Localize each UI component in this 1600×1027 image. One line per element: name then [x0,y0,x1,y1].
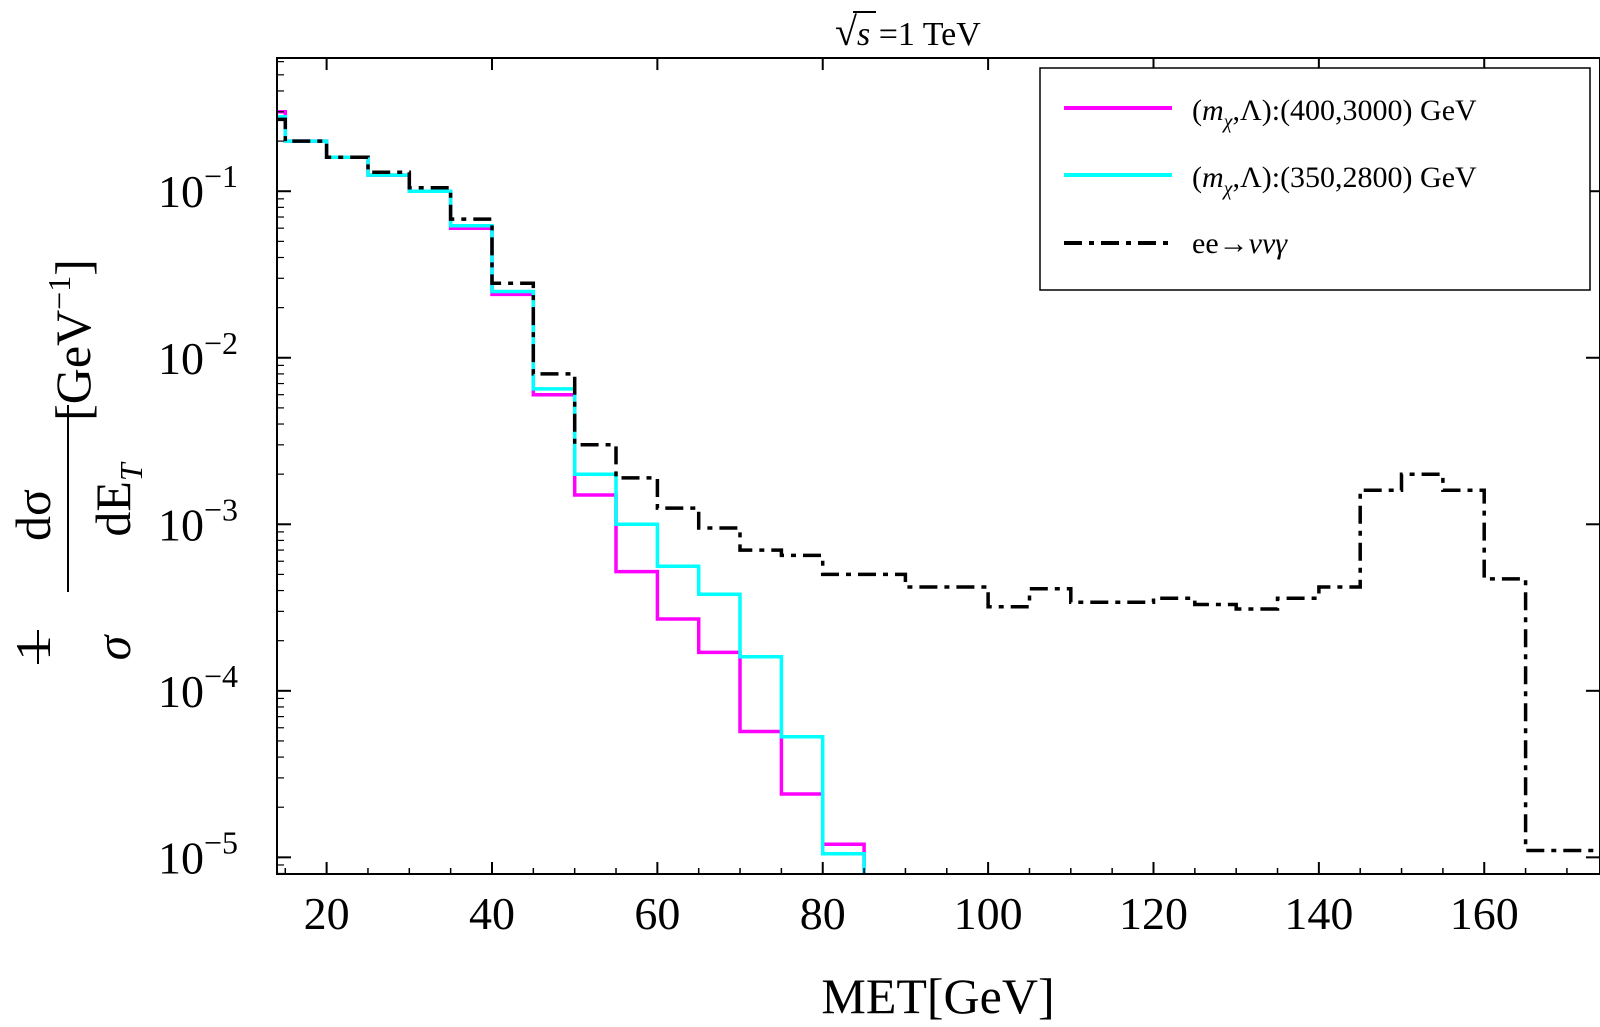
legend-label-0: (mχ,Λ):(400,3000) GeV [1192,94,1477,133]
series-1-line [277,115,866,874]
y-title-dsigma: dσ [5,489,61,541]
chart-title: √s =1 TeV [835,9,981,54]
y-title-sigma: σ [85,633,141,660]
y-axis: 10−1 10−2 10−3 10−4 10−5 [158,61,1600,883]
y-title-unit: [GeV−1] [41,259,101,421]
x-tick-label-2: 60 [634,888,680,939]
x-tick-label-0: 20 [304,888,350,939]
x-tick-label-6: 140 [1284,888,1353,939]
x-tick-label-1: 40 [469,888,515,939]
legend: (mχ,Λ):(400,3000) GeV (mχ,Λ):(350,2800) … [1039,67,1591,291]
y-tick-label-0: 10−1 [158,158,238,217]
x-axis-title: MET[GeV] [821,968,1054,1024]
x-tick-label-4: 100 [954,888,1023,939]
legend-label-2: ee→ννγ [1192,227,1288,260]
legend-label-1: (mχ,Λ):(350,2800) GeV [1192,161,1477,200]
legend-box [1039,67,1591,291]
x-axis: 20 40 60 80 100 120 140 160 [284,58,1568,939]
series-2-line [277,117,1600,853]
y-tick-label-3: 10−4 [158,658,238,717]
y-axis-title: 1 σ dσ dET [GeV−1] [5,259,149,664]
series-0-line [277,110,866,874]
x-tick-label-3: 80 [800,888,846,939]
plot-frame [276,57,1600,875]
y-title-one: 1 [5,636,61,661]
y-tick-label-2: 10−3 [158,491,238,550]
series-layer [277,110,1600,874]
x-tick-label-5: 120 [1119,888,1188,939]
y-tick-label-1: 10−2 [158,325,238,384]
y-tick-label-4: 10−5 [158,824,238,883]
x-tick-label-7: 160 [1450,888,1519,939]
y-title-de: dET [85,461,149,537]
